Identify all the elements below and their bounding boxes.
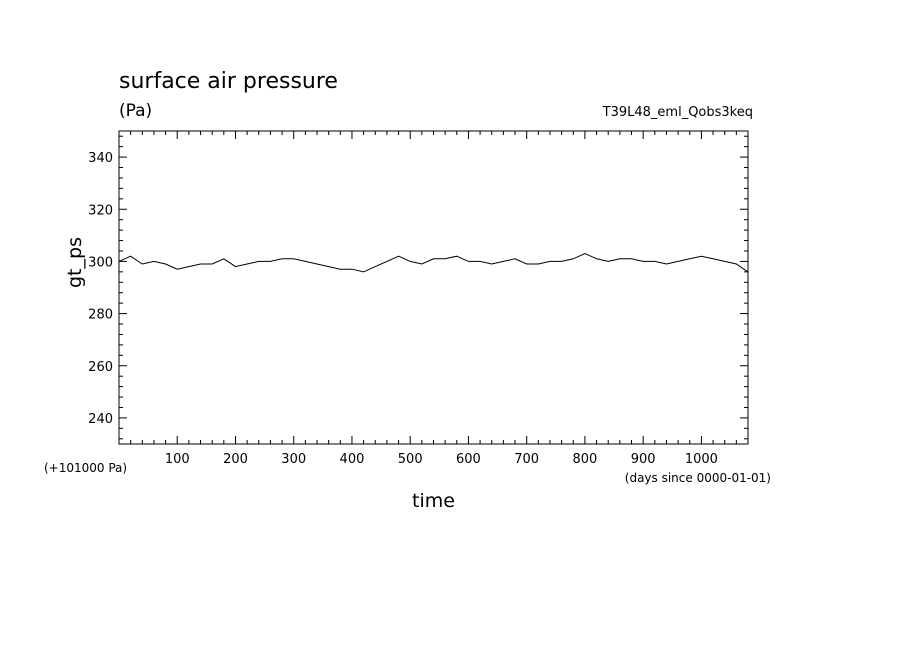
y-tick-label: 240: [88, 412, 113, 427]
tick-labels: 100 200 300 400 500 600 700 800 900 1000 240 260 280…: [88, 151, 718, 467]
x-tick-label: 600: [456, 452, 481, 467]
plot-frame: [118, 130, 749, 445]
y-tick-label: 340: [88, 151, 113, 166]
x-tick-label: 300: [281, 452, 306, 467]
y-tick-label: 300: [88, 255, 113, 270]
y-offset-label: (+101000 Pa): [44, 461, 128, 475]
x-units-label: (days since 0000-01-01): [624, 471, 771, 485]
x-tick-label: 700: [514, 452, 539, 467]
x-tick-label: 1000: [685, 452, 718, 467]
x-tick-label: 100: [165, 452, 190, 467]
run-id-label: T39L48_eml_Qobs3keq: [602, 105, 753, 120]
minor-ticks: [119, 131, 748, 444]
chart-units: (Pa): [119, 101, 153, 121]
x-tick-label: 200: [223, 452, 248, 467]
major-ticks: [119, 131, 748, 444]
x-tick-label: 900: [631, 452, 656, 467]
y-axis-label: gt_ps: [64, 237, 86, 288]
y-tick-label: 320: [88, 203, 113, 218]
series-line: [118, 253, 749, 273]
x-axis-label: time: [412, 490, 455, 512]
x-tick-label: 500: [398, 452, 423, 467]
chart-title: surface air pressure: [119, 69, 338, 94]
series-layer: [118, 253, 749, 273]
y-tick-label: 280: [88, 308, 113, 323]
x-tick-label: 800: [573, 452, 598, 467]
x-tick-label: 400: [340, 452, 365, 467]
y-tick-label: 260: [88, 360, 113, 375]
